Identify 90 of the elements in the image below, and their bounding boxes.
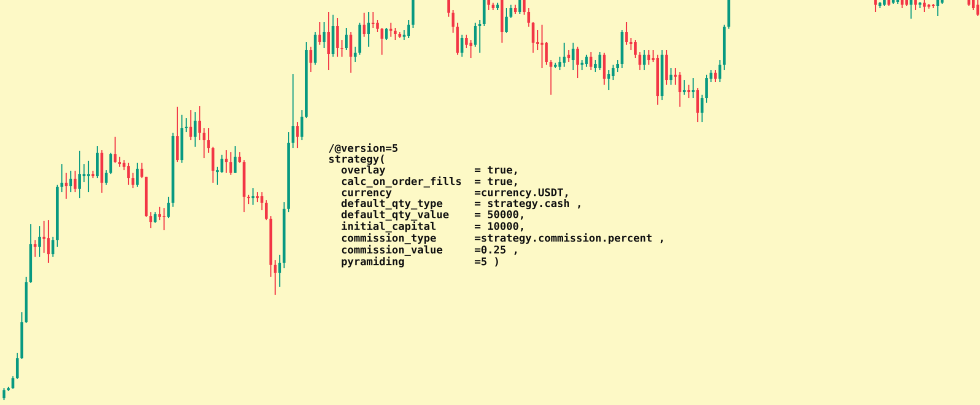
candlestick bbox=[132, 172, 134, 189]
candlestick bbox=[460, 34, 464, 58]
candlestick bbox=[252, 188, 254, 206]
candlestick bbox=[487, 0, 490, 11]
candlestick bbox=[207, 127, 210, 154]
candlestick bbox=[140, 162, 144, 179]
candlestick bbox=[550, 59, 552, 96]
candlestick bbox=[638, 51, 642, 71]
candlestick bbox=[167, 196, 170, 219]
candlestick bbox=[590, 51, 592, 71]
candlestick bbox=[229, 152, 232, 176]
candlestick bbox=[264, 200, 268, 221]
candlestick bbox=[670, 67, 672, 86]
candlestick bbox=[367, 11, 370, 48]
candlestick bbox=[309, 46, 312, 73]
candlestick bbox=[612, 64, 615, 81]
candlestick bbox=[345, 27, 348, 51]
candlestick bbox=[510, 4, 512, 19]
candlestick bbox=[527, 7, 530, 28]
candlestick bbox=[96, 145, 99, 179]
candlestick bbox=[60, 164, 64, 193]
candlestick bbox=[923, 0, 926, 13]
candlestick bbox=[385, 27, 388, 41]
candlestick bbox=[300, 109, 304, 141]
candlestick bbox=[402, 29, 406, 41]
candlestick bbox=[936, 0, 940, 17]
candlestick bbox=[114, 136, 117, 164]
candlestick bbox=[2, 388, 6, 400]
candlestick bbox=[616, 59, 619, 73]
candlestick bbox=[274, 260, 277, 296]
candlestick bbox=[607, 69, 610, 91]
candlestick bbox=[340, 39, 344, 58]
candlestick bbox=[38, 226, 41, 258]
candlestick bbox=[558, 56, 562, 71]
candlestick bbox=[452, 9, 454, 34]
candlestick bbox=[505, 7, 508, 34]
candlestick bbox=[212, 146, 214, 184]
candlestick bbox=[562, 42, 566, 68]
candlestick bbox=[202, 127, 206, 159]
candlestick bbox=[327, 11, 330, 71]
candlestick bbox=[278, 254, 282, 288]
candlestick bbox=[474, 22, 477, 48]
candlestick bbox=[972, 0, 975, 11]
candlestick bbox=[576, 46, 579, 79]
candlestick bbox=[296, 121, 299, 149]
candlestick bbox=[74, 170, 77, 193]
candlestick bbox=[52, 236, 54, 258]
candlestick bbox=[625, 21, 628, 46]
candlestick bbox=[696, 87, 700, 123]
candlestick bbox=[518, 0, 522, 15]
candlestick bbox=[34, 240, 37, 258]
candlestick bbox=[910, 0, 912, 20]
candlestick bbox=[247, 194, 250, 205]
candlestick bbox=[349, 31, 352, 74]
candlestick bbox=[189, 109, 192, 141]
candlestick bbox=[478, 19, 482, 54]
candlestick bbox=[714, 69, 717, 83]
candlestick bbox=[354, 46, 357, 63]
candlestick bbox=[136, 162, 139, 188]
candlestick bbox=[642, 49, 646, 71]
candlestick bbox=[652, 49, 655, 63]
candlestick bbox=[682, 79, 686, 96]
candlestick bbox=[158, 206, 162, 221]
candlestick bbox=[16, 352, 19, 380]
candlestick bbox=[874, 0, 877, 13]
candlestick bbox=[718, 59, 722, 83]
candlestick bbox=[687, 84, 690, 99]
candlestick bbox=[234, 145, 237, 174]
candlestick bbox=[322, 21, 326, 49]
candlestick bbox=[532, 21, 535, 54]
candlestick bbox=[514, 4, 517, 15]
candlestick bbox=[389, 22, 392, 38]
candlestick bbox=[380, 27, 384, 56]
candlestick bbox=[292, 73, 294, 149]
candlestick bbox=[976, 0, 980, 17]
text: /@version=5 strategy( overlay = true, calc_on_order_fills = true, currency =currency.USDT, default_qty_type = strategy.cash , default_qty_value = 50000, initial_capital = 10000, commission_type =strategy.commission.percent , commission_value =0.25 , pyramiding =5 ) bbox=[328, 143, 663, 268]
candlestick bbox=[447, 0, 450, 18]
candlestick bbox=[12, 376, 14, 390]
candlestick bbox=[914, 0, 917, 11]
candlestick bbox=[198, 105, 202, 141]
candlestick bbox=[149, 212, 152, 229]
candlestick bbox=[104, 170, 108, 186]
candlestick bbox=[194, 111, 197, 148]
candlestick bbox=[522, 0, 526, 16]
candlestick bbox=[594, 59, 597, 73]
candlestick bbox=[109, 152, 112, 175]
candlestick bbox=[154, 212, 157, 224]
candlestick bbox=[700, 94, 704, 123]
candlestick bbox=[692, 77, 695, 99]
candlestick bbox=[336, 17, 339, 58]
